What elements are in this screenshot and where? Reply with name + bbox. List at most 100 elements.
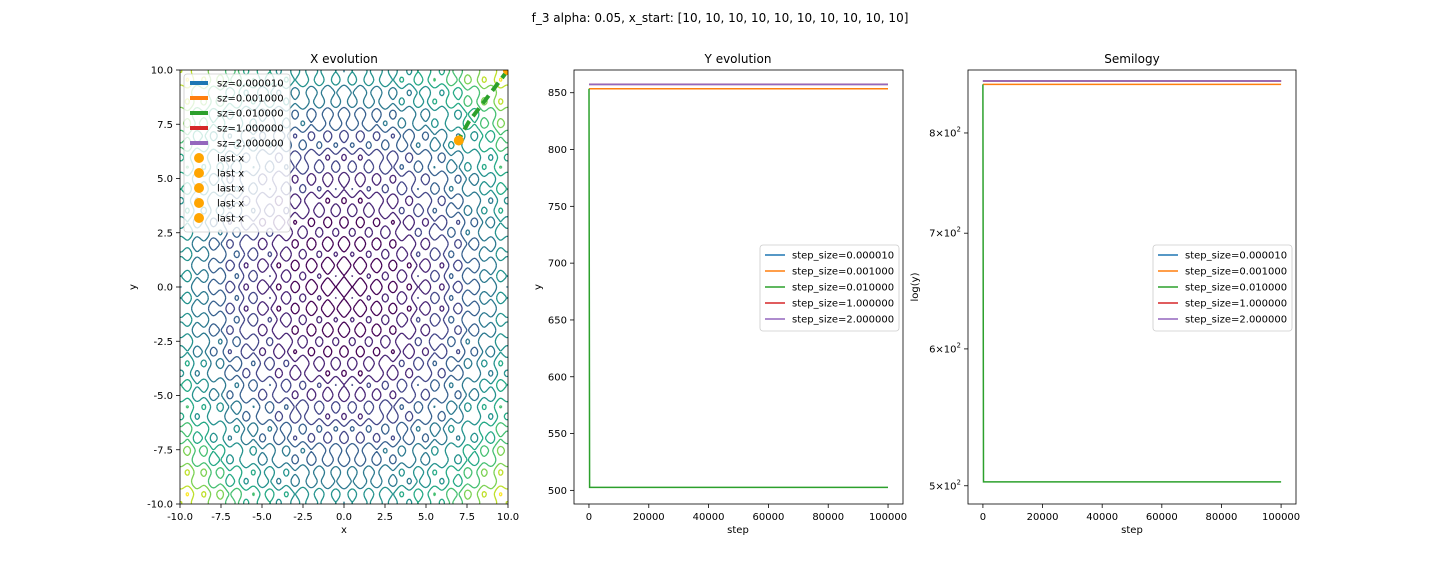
legend-label: last x bbox=[217, 169, 244, 180]
legend-label: step_size=2.000000 bbox=[1185, 315, 1287, 326]
legend-label: step_size=0.001000 bbox=[1185, 267, 1287, 278]
y-tick-label: 5×102 bbox=[929, 478, 961, 492]
y-evolution-lines bbox=[588, 83, 888, 489]
last-x-marker-3 bbox=[453, 135, 464, 146]
x-tick-label: 20000 bbox=[1027, 512, 1059, 523]
x-tick-label: 7.5 bbox=[459, 512, 475, 523]
last-x-marker-5 bbox=[503, 70, 508, 75]
x-tick-label: -5.0 bbox=[252, 512, 272, 523]
contour-legend: sz=0.000010 sz=0.001000 sz=0.010000 sz=1.00… bbox=[183, 73, 291, 233]
y-tick-label: -5.0 bbox=[153, 391, 173, 402]
x-tick-label: 100000 bbox=[869, 512, 907, 523]
legend-label: step_size=0.000010 bbox=[1185, 251, 1287, 262]
y-tick-label: 6×102 bbox=[929, 341, 961, 355]
y-evolution-frame bbox=[573, 69, 904, 505]
legend-marker bbox=[194, 213, 204, 223]
x-tick-label: 60000 bbox=[1146, 512, 1178, 523]
y-tick-label: 0.0 bbox=[157, 283, 173, 294]
y-tick-label: -10.0 bbox=[147, 500, 173, 511]
legend-label: sz=2.000000 bbox=[217, 139, 284, 150]
legend-label: step_size=0.001000 bbox=[792, 267, 894, 278]
contour-level-20 bbox=[275, 196, 413, 378]
x-tick-label: 80000 bbox=[812, 512, 844, 523]
legend-marker bbox=[194, 168, 204, 178]
y-tick-label: 7.5 bbox=[157, 120, 173, 131]
semilogy-lines bbox=[982, 80, 1282, 483]
y-evolution-panel: Y evolution 0 20000 40000 60000 80000 100000 … bbox=[533, 52, 907, 536]
contour-y-label: y bbox=[128, 284, 139, 290]
y-tick-label: 7×102 bbox=[929, 226, 961, 240]
contour-level-100 bbox=[180, 70, 508, 504]
x-tick-label: 5.0 bbox=[418, 512, 434, 523]
x-tick-label: -10.0 bbox=[167, 512, 193, 523]
legend-label: step_size=2.000000 bbox=[792, 315, 894, 326]
y-tick-label: -7.5 bbox=[153, 445, 173, 456]
y-tick-label: 750 bbox=[548, 202, 567, 213]
y-tick-label: 5.0 bbox=[157, 174, 173, 185]
legend-box bbox=[1152, 244, 1293, 332]
y-tick-label: 550 bbox=[548, 429, 567, 440]
y-tick-label: 8×102 bbox=[929, 125, 961, 139]
trajectory-lines bbox=[457, 70, 508, 141]
legend-label: step_size=0.010000 bbox=[792, 283, 894, 294]
legend-label: step_size=1.000000 bbox=[792, 299, 894, 310]
legend-label: step_size=0.000010 bbox=[792, 251, 894, 262]
figure-title: f_3 alpha: 0.05, x_start: [10, 10, 10, 1… bbox=[532, 11, 909, 25]
contour-panel-title: X evolution bbox=[310, 52, 378, 66]
legend-label: sz=0.010000 bbox=[217, 109, 284, 120]
x-tick-label: 80000 bbox=[1206, 512, 1238, 523]
x-tick-label: 40000 bbox=[693, 512, 725, 523]
y-tick-label: 10.0 bbox=[151, 66, 173, 77]
legend-label: sz=1.000000 bbox=[217, 124, 284, 135]
y-tick-label: 2.5 bbox=[157, 228, 173, 239]
legend-box bbox=[759, 244, 900, 332]
x-tick-label: -7.5 bbox=[211, 512, 231, 523]
x-tick-label: 40000 bbox=[1086, 512, 1118, 523]
y-evolution-title: Y evolution bbox=[704, 52, 772, 66]
y-tick-label: 650 bbox=[548, 315, 567, 326]
legend-label: step_size=0.010000 bbox=[1185, 283, 1287, 294]
y-tick-label: 700 bbox=[548, 259, 567, 270]
semilogy-title: Semilogy bbox=[1104, 52, 1159, 66]
legend-label: last x bbox=[217, 214, 244, 225]
legend-label: sz=0.001000 bbox=[217, 94, 284, 105]
y-tick-label: -2.5 bbox=[153, 337, 173, 348]
x-tick-label: 0 bbox=[980, 512, 986, 523]
contour-y-ticks: -10.0 -7.5 -5.0 -2.5 0.0 2.5 5.0 7.5 10.0 bbox=[147, 66, 180, 511]
y-evolution-y-ticks: 500 550 600 650 700 750 800 850 bbox=[548, 88, 574, 497]
legend-marker bbox=[194, 198, 204, 208]
x-tick-label: 0 bbox=[586, 512, 592, 523]
series-line-3 bbox=[588, 88, 888, 489]
legend-label: step_size=1.000000 bbox=[1185, 299, 1287, 310]
x-tick-label: 0.0 bbox=[336, 512, 352, 523]
contour-x-label: x bbox=[341, 525, 347, 536]
y-evolution-x-label: step bbox=[727, 525, 749, 536]
legend-marker bbox=[194, 153, 204, 163]
y-evolution-legend: step_size=0.000010 step_size=0.001000step… bbox=[759, 244, 900, 332]
x-tick-label: 100000 bbox=[1262, 512, 1300, 523]
x-tick-label: -2.5 bbox=[293, 512, 313, 523]
y-evolution-y-label: y bbox=[533, 284, 544, 290]
legend-label: last x bbox=[217, 199, 244, 210]
last-x-markers bbox=[453, 70, 508, 146]
semilogy-x-label: step bbox=[1121, 525, 1143, 536]
semilogy-legend: step_size=0.000010 step_size=0.001000step… bbox=[1152, 244, 1293, 332]
trajectory-3 bbox=[457, 70, 508, 141]
series-line-3 bbox=[982, 84, 1282, 483]
y-tick-label: 850 bbox=[548, 88, 567, 99]
semilogy-frame bbox=[967, 69, 1297, 505]
legend-box bbox=[183, 73, 291, 233]
legend-label: sz=0.000010 bbox=[217, 79, 284, 90]
legend-marker bbox=[194, 183, 204, 193]
semilogy-y-label: log(y) bbox=[910, 272, 921, 301]
legend-label: last x bbox=[217, 184, 244, 195]
contour-panel: X evolution -10.0 -7.5 -5.0 -2.5 0.0 2.5 5.0 7.… bbox=[128, 52, 519, 536]
x-tick-label: 60000 bbox=[753, 512, 785, 523]
semilogy-y-ticks: 5×102 6×102 7×102 8×102 bbox=[929, 125, 968, 492]
contour-x-ticks: -10.0 -7.5 -5.0 -2.5 0.0 2.5 5.0 7.5 10.0 bbox=[167, 504, 519, 523]
y-tick-label: 600 bbox=[548, 372, 567, 383]
x-tick-label: 10.0 bbox=[497, 512, 519, 523]
x-tick-label: 20000 bbox=[633, 512, 665, 523]
y-tick-label: 500 bbox=[548, 486, 567, 497]
